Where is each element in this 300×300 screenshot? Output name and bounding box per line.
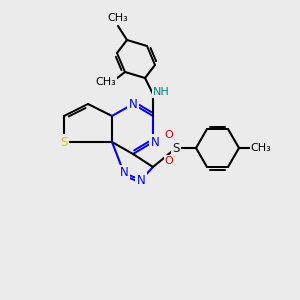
Text: O: O — [165, 130, 173, 140]
Text: S: S — [60, 136, 68, 148]
Text: N: N — [136, 173, 146, 187]
Text: S: S — [172, 142, 180, 154]
Text: CH₃: CH₃ — [96, 77, 116, 87]
Text: NH: NH — [153, 87, 169, 97]
Text: O: O — [165, 156, 173, 166]
Text: N: N — [120, 167, 128, 179]
Text: CH₃: CH₃ — [250, 143, 272, 153]
Text: N: N — [129, 98, 137, 110]
Text: CH₃: CH₃ — [108, 13, 128, 23]
Text: N: N — [151, 136, 159, 148]
